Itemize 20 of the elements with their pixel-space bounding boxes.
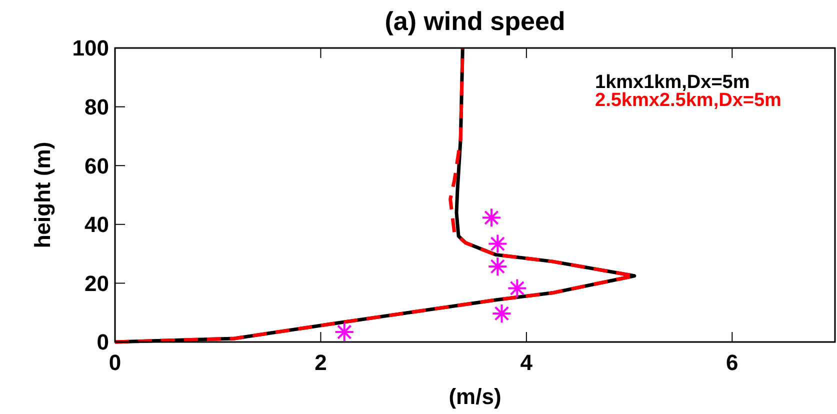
point [334, 322, 354, 342]
x-axis-title: (m/s) [448, 384, 502, 409]
y-tick-label: 20 [84, 270, 109, 296]
x-tick-label: 2 [314, 350, 327, 375]
y-tick-label: 60 [84, 153, 109, 178]
point [488, 256, 508, 276]
point [507, 278, 528, 298]
y-tick-label: 0 [96, 330, 109, 355]
y-axis-title: height (m) [30, 142, 55, 248]
text: 2.5kmx2.5km,Dx=5m [595, 90, 782, 111]
x-tick-label: 6 [726, 350, 738, 375]
y-tick-label: 100 [72, 36, 109, 61]
chart-title: (a) wind speed [384, 6, 566, 36]
y-tick-label: 80 [84, 94, 109, 120]
x-tick-label: 4 [520, 350, 534, 375]
point [492, 303, 512, 324]
point [481, 208, 502, 228]
y-tick-label: 40 [84, 212, 109, 238]
point [488, 234, 508, 254]
legend-label: 1kmx1km,Dx=5m [595, 72, 750, 93]
